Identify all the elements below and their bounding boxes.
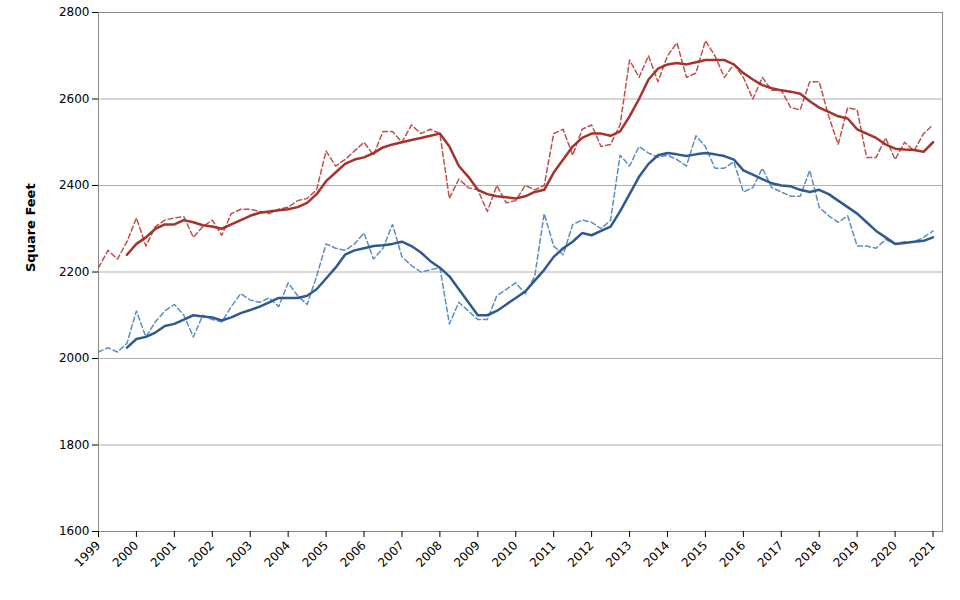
svg-text:2011: 2011 <box>527 538 558 569</box>
svg-text:2017: 2017 <box>755 538 786 569</box>
svg-text:2016: 2016 <box>717 538 748 569</box>
svg-text:2005: 2005 <box>299 538 330 569</box>
svg-text:2400: 2400 <box>59 178 90 192</box>
svg-text:2800: 2800 <box>59 5 90 19</box>
svg-text:Square Feet: Square Feet <box>23 183 38 272</box>
svg-text:2007: 2007 <box>375 538 406 569</box>
svg-text:2200: 2200 <box>59 265 90 279</box>
svg-text:1800: 1800 <box>59 438 90 452</box>
svg-text:2006: 2006 <box>337 538 368 569</box>
svg-text:2015: 2015 <box>679 538 710 569</box>
svg-text:2013: 2013 <box>603 538 634 569</box>
svg-text:2021: 2021 <box>906 538 937 569</box>
svg-text:1600: 1600 <box>59 524 90 538</box>
svg-text:2008: 2008 <box>413 538 444 569</box>
svg-text:2000: 2000 <box>59 351 90 365</box>
svg-text:2009: 2009 <box>451 538 482 569</box>
svg-text:2000: 2000 <box>110 538 141 569</box>
svg-text:2003: 2003 <box>224 538 255 569</box>
svg-text:1999: 1999 <box>72 538 103 569</box>
svg-text:2019: 2019 <box>830 538 861 569</box>
svg-text:2004: 2004 <box>262 538 293 569</box>
svg-text:2018: 2018 <box>793 538 824 569</box>
svg-text:2600: 2600 <box>59 92 90 106</box>
svg-text:2014: 2014 <box>641 538 672 569</box>
svg-text:2002: 2002 <box>186 538 217 569</box>
svg-text:2012: 2012 <box>565 538 596 569</box>
svg-text:2010: 2010 <box>489 538 520 569</box>
svg-text:2001: 2001 <box>148 538 179 569</box>
svg-text:2020: 2020 <box>868 538 899 569</box>
